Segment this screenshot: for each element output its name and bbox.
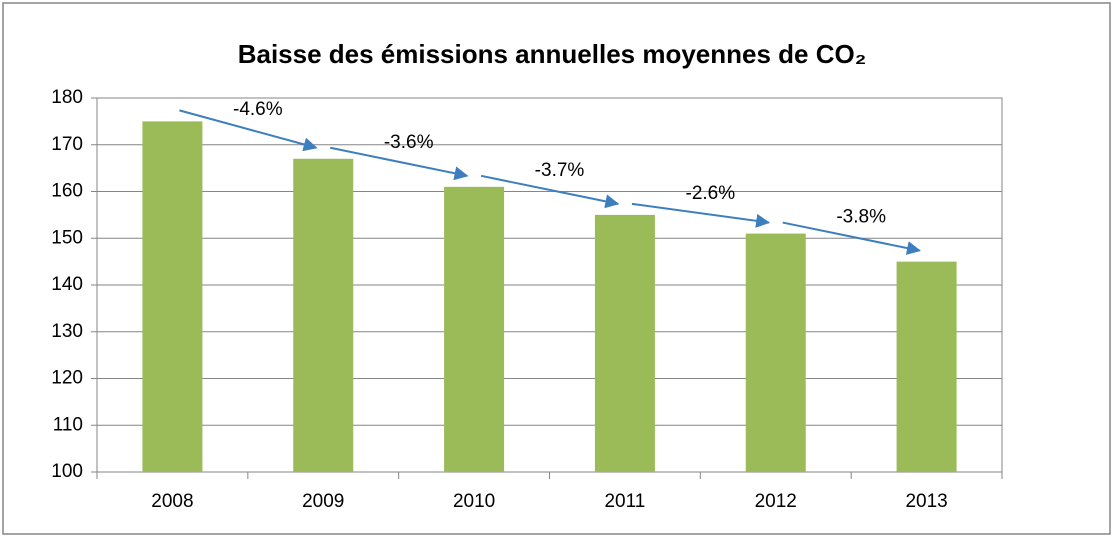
bar	[896, 261, 957, 472]
x-tick-label: 2013	[905, 491, 947, 512]
x-tick-label: 2009	[302, 491, 344, 512]
y-tick-label: 180	[51, 87, 83, 108]
bar	[142, 121, 203, 472]
trend-arrow	[480, 174, 620, 209]
x-tick-label: 2008	[151, 491, 193, 512]
y-tick-label: 100	[51, 461, 83, 482]
annotation: -2.6%	[686, 183, 736, 204]
trend-arrow	[179, 109, 318, 152]
chart-title: Baisse des émissions annuelles moyennes …	[238, 39, 867, 69]
y-tick-label: 130	[51, 321, 83, 342]
y-tick-label: 110	[53, 414, 83, 435]
x-tick-label: 2011	[604, 491, 645, 512]
annotation: -3.7%	[535, 160, 585, 181]
trend-arrow	[631, 202, 771, 228]
bar	[444, 186, 505, 472]
y-tick-label: 150	[51, 227, 83, 248]
y-tick-label: 120	[51, 368, 83, 389]
annotation: -4.6%	[233, 99, 283, 120]
bar	[293, 158, 354, 472]
y-tick-label: 170	[51, 134, 83, 155]
trend-arrow	[782, 221, 921, 255]
annotation: -3.6%	[384, 132, 434, 153]
y-tick-label: 160	[51, 181, 83, 202]
annotation: -3.8%	[836, 207, 886, 228]
x-tick-label: 2012	[755, 491, 797, 512]
bar	[594, 214, 655, 472]
bar	[745, 233, 806, 472]
trend-arrow	[330, 146, 469, 181]
y-tick-label: 140	[51, 274, 83, 295]
x-tick-label: 2010	[453, 491, 495, 512]
